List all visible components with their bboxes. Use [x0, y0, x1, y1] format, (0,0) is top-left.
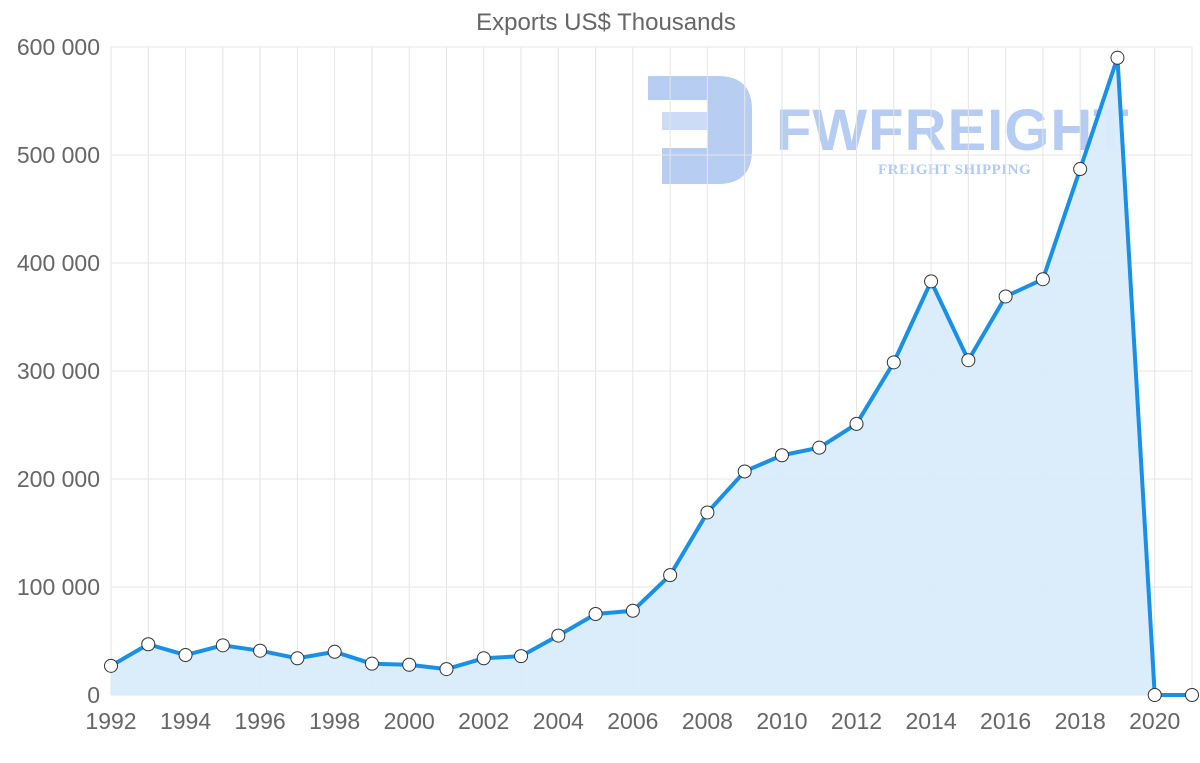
- data-point-2004[interactable]: [551, 628, 566, 643]
- x-axis: 1992 1994 1996 1998 2000 2002 2004 2006 2008 2010…: [85, 708, 1180, 734]
- x-tick-label: 2008: [682, 708, 733, 734]
- data-point-1993[interactable]: [141, 637, 156, 652]
- y-tick-label: 600 000: [17, 34, 100, 60]
- x-tick-label: 2020: [1129, 708, 1180, 734]
- y-axis: 0 100 000 200 000 300 000 400 000 500 000 600 …: [17, 34, 100, 708]
- x-tick-label: 2002: [458, 708, 509, 734]
- x-tick-label: 2010: [756, 708, 807, 734]
- data-point-2009[interactable]: [737, 464, 752, 479]
- data-point-2019[interactable]: [1110, 50, 1125, 65]
- x-tick-label: 2018: [1055, 708, 1106, 734]
- data-point-2012[interactable]: [849, 416, 864, 431]
- data-point-2020[interactable]: [1147, 688, 1162, 702]
- data-point-1996[interactable]: [253, 643, 268, 658]
- y-tick-label: 200 000: [17, 466, 100, 492]
- data-point-1995[interactable]: [215, 638, 230, 653]
- data-point-1999[interactable]: [364, 656, 379, 671]
- x-tick-label: 2000: [384, 708, 435, 734]
- area-layer: [111, 57, 1192, 696]
- x-tick-label: 1998: [309, 708, 360, 734]
- data-point-2005[interactable]: [588, 607, 603, 621]
- x-tick-label: 2014: [905, 708, 956, 734]
- data-point-2013[interactable]: [886, 355, 901, 370]
- x-tick-label: 2012: [831, 708, 882, 734]
- data-point-1998[interactable]: [327, 644, 342, 659]
- data-point-2002[interactable]: [476, 651, 491, 666]
- watermark-tagline: FREIGHT SHIPPING: [878, 162, 1031, 178]
- x-tick-label: 1994: [160, 708, 211, 734]
- data-point-2018[interactable]: [1073, 162, 1088, 177]
- data-point-2003[interactable]: [514, 649, 529, 664]
- x-tick-label: 2004: [533, 708, 584, 734]
- data-point-2010[interactable]: [774, 448, 789, 463]
- data-point-2008[interactable]: [700, 505, 715, 520]
- watermark-brand: FWFREIGHT: [776, 98, 1130, 163]
- data-point-2001[interactable]: [439, 662, 454, 677]
- data-point-2006[interactable]: [625, 603, 640, 618]
- y-tick-label: 0: [87, 682, 100, 708]
- data-point-2016[interactable]: [998, 289, 1013, 304]
- data-point-2014[interactable]: [924, 274, 939, 289]
- x-tick-label: 2006: [607, 708, 658, 734]
- y-tick-label: 400 000: [17, 250, 100, 276]
- data-point-1992[interactable]: [104, 658, 118, 673]
- data-point-2015[interactable]: [961, 353, 976, 368]
- data-point-2021[interactable]: [1185, 688, 1199, 702]
- data-point-2017[interactable]: [1035, 272, 1050, 287]
- fwfreight-watermark: FWFREIGHT FREIGHT SHIPPING: [648, 76, 1130, 184]
- data-point-1997[interactable]: [290, 651, 305, 666]
- series-area: [111, 57, 1192, 696]
- fwfreight-logo-icon: [648, 76, 752, 184]
- x-tick-label: 2016: [980, 708, 1031, 734]
- chart-title: Exports US$ Thousands: [476, 9, 736, 36]
- data-point-2000[interactable]: [402, 657, 417, 672]
- data-point-2007[interactable]: [663, 568, 678, 583]
- x-tick-label: 1996: [235, 708, 286, 734]
- data-point-2011[interactable]: [812, 440, 827, 455]
- y-tick-label: 300 000: [17, 358, 100, 384]
- y-tick-label: 100 000: [17, 574, 100, 600]
- y-tick-label: 500 000: [17, 142, 100, 168]
- points-layer: [104, 50, 1199, 702]
- x-tick-label: 1992: [85, 708, 136, 734]
- data-point-1994[interactable]: [178, 648, 193, 663]
